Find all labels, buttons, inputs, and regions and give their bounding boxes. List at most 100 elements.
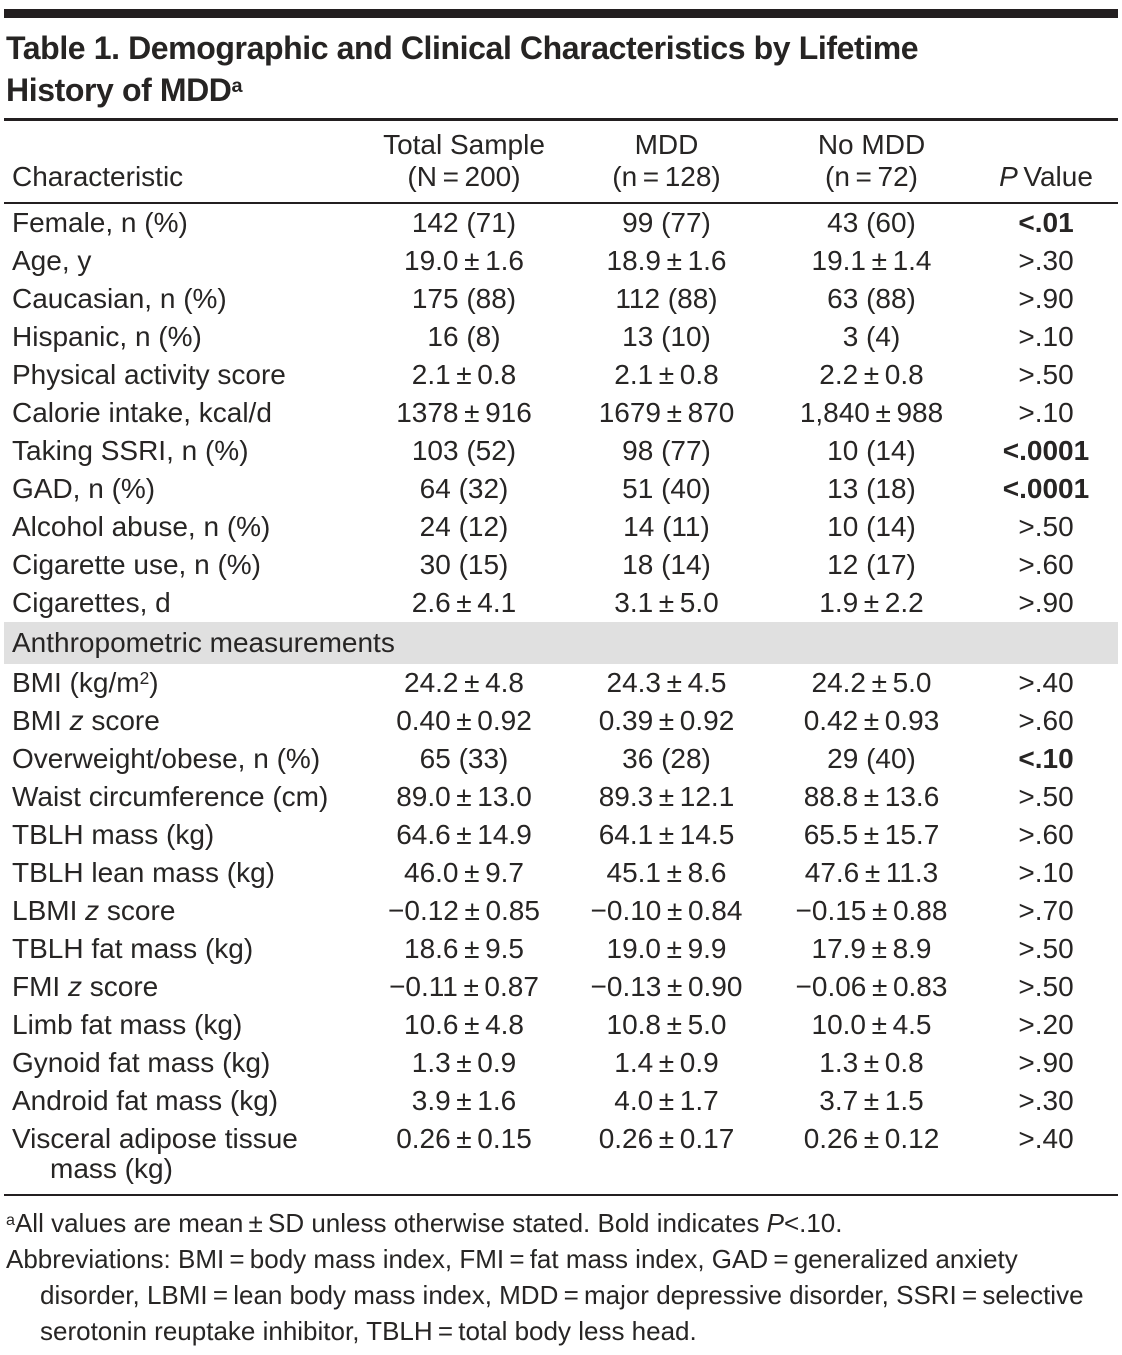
p-value: >.10 bbox=[1018, 857, 1074, 888]
row-label: TBLH mass (kg) bbox=[12, 819, 215, 850]
col-header-characteristic: Characteristic bbox=[4, 121, 364, 204]
footnote-abbreviations: Abbreviations: BMI = body mass index, FM… bbox=[6, 1244, 1084, 1346]
p-value: >.30 bbox=[1018, 245, 1074, 276]
table-row: Limb fat mass (kg) 10.6 ± 4.8 10.8 ± 5.0 10… bbox=[4, 1006, 1118, 1044]
row-value: 24.2 ± 5.0 bbox=[811, 667, 932, 698]
p-value: >.50 bbox=[1018, 971, 1074, 1002]
row-label: BMI z score bbox=[12, 705, 160, 736]
row-value: 47.6 ± 11.3 bbox=[804, 857, 939, 888]
table-row: GAD, n (%) 64 (32) 51 (40) 13 (18) <.0001 bbox=[4, 470, 1118, 508]
row-value: 63 (88) bbox=[827, 283, 916, 314]
col-header-total-sample: Total Sample (N = 200) bbox=[364, 121, 564, 204]
p-value: >.50 bbox=[1018, 359, 1074, 390]
row-value: 64.1 ± 14.5 bbox=[598, 819, 735, 850]
row-value: 46.0 ± 9.7 bbox=[404, 857, 524, 888]
col-header-no-mdd: No MDD (n = 72) bbox=[769, 121, 974, 204]
row-value: 112 (88) bbox=[615, 283, 718, 314]
table-row: Age, y 19.0 ± 1.6 18.9 ± 1.6 19.1 ± 1.4 >.30 bbox=[4, 242, 1118, 280]
row-value: 99 (77) bbox=[622, 207, 711, 238]
footnotes: aAll values are mean ± SD unless otherwi… bbox=[4, 1194, 1118, 1355]
row-value: 98 (77) bbox=[622, 435, 711, 466]
row-value: 1679 ± 870 bbox=[598, 397, 735, 428]
row-value: −0.12 ± 0.85 bbox=[388, 895, 540, 926]
footnote-a: aAll values are mean ± SD unless otherwi… bbox=[6, 1208, 843, 1238]
row-label: Age, y bbox=[12, 245, 92, 276]
table-row: Taking SSRI, n (%) 103 (52) 98 (77) 10 (14)… bbox=[4, 432, 1118, 470]
row-value: 51 (40) bbox=[622, 473, 711, 504]
table-row: Visceral adipose tissue mass (kg) 0.26 ± … bbox=[4, 1120, 1118, 1188]
row-label: Physical activity score bbox=[12, 359, 286, 390]
p-value: >.20 bbox=[1018, 1009, 1074, 1040]
table-row: BMI z score 0.40 ± 0.92 0.39 ± 0.92 0.42 ± … bbox=[4, 702, 1118, 740]
col-header-line: MDD bbox=[634, 129, 699, 160]
row-label: Overweight/obese, n (%) bbox=[12, 743, 321, 774]
row-label: TBLH fat mass (kg) bbox=[12, 933, 254, 964]
p-value: >.90 bbox=[1018, 283, 1074, 314]
table-row: Female, n (%) 142 (71) 99 (77) 43 (60) <.01 bbox=[4, 203, 1118, 242]
p-value: <.10 bbox=[1018, 743, 1074, 774]
header-row: Characteristic Total Sample (N = 200) MD… bbox=[4, 121, 1118, 204]
title-rule bbox=[4, 118, 1118, 121]
row-value: 2.1 ± 0.8 bbox=[411, 359, 517, 390]
row-value: 10 (14) bbox=[827, 511, 916, 542]
row-value: 0.39 ± 0.92 bbox=[598, 705, 735, 736]
row-value: 2.1 ± 0.8 bbox=[614, 359, 719, 390]
row-label: Visceral adipose tissue mass (kg) bbox=[12, 1123, 298, 1184]
table-row: TBLH mass (kg) 64.6 ± 14.9 64.1 ± 14.5 65.5… bbox=[4, 816, 1118, 854]
row-value: 14 (11) bbox=[623, 511, 710, 542]
row-value: 18.9 ± 1.6 bbox=[606, 245, 727, 276]
row-label: LBMI z score bbox=[12, 895, 176, 926]
row-value: 30 (15) bbox=[419, 549, 509, 580]
top-rule bbox=[4, 9, 1118, 18]
p-value: >.60 bbox=[1018, 705, 1074, 736]
row-value: 64.6 ± 14.9 bbox=[396, 819, 532, 850]
row-label: Cigarettes, d bbox=[12, 587, 171, 618]
col-header-line: Total Sample bbox=[383, 129, 545, 160]
row-label: Taking SSRI, n (%) bbox=[12, 435, 249, 466]
col-header-line: Characteristic bbox=[12, 161, 184, 192]
row-value: 3.7 ± 1.5 bbox=[819, 1085, 924, 1116]
row-value: −0.10 ± 0.84 bbox=[590, 895, 743, 926]
table-row: TBLH lean mass (kg) 46.0 ± 9.7 45.1 ± 8.6 4… bbox=[4, 854, 1118, 892]
p-value: <.01 bbox=[1018, 207, 1074, 238]
table-row: Caucasian, n (%) 175 (88) 112 (88) 63 (88) >… bbox=[4, 280, 1118, 318]
table-row: BMI (kg/m2) 24.2 ± 4.8 24.3 ± 4.5 24.2 ± 5.… bbox=[4, 664, 1118, 702]
section-row: Anthropometric measurements bbox=[4, 622, 1118, 664]
row-value: 65.5 ± 15.7 bbox=[803, 819, 940, 850]
table-header: Characteristic Total Sample (N = 200) MD… bbox=[4, 121, 1118, 204]
col-header-line: (n = 72) bbox=[825, 161, 918, 192]
row-label: Calorie intake, kcal/d bbox=[12, 397, 272, 428]
table-row: Physical activity score 2.1 ± 0.8 2.1 ± 0.… bbox=[4, 356, 1118, 394]
table-row: Android fat mass (kg) 3.9 ± 1.6 4.0 ± 1.7 3… bbox=[4, 1082, 1118, 1120]
row-value: 24.3 ± 4.5 bbox=[606, 667, 727, 698]
row-value: −0.13 ± 0.90 bbox=[590, 971, 743, 1002]
col-header-line: P Value bbox=[999, 161, 1093, 192]
row-value: 2.6 ± 4.1 bbox=[411, 587, 517, 618]
row-value: −0.06 ± 0.83 bbox=[795, 971, 948, 1002]
section-label: Anthropometric measurements bbox=[4, 622, 1118, 664]
row-label: Gynoid fat mass (kg) bbox=[12, 1047, 271, 1078]
row-value: 10.8 ± 5.0 bbox=[606, 1009, 727, 1040]
table-row: Hispanic, n (%) 16 (8) 13 (10) 3 (4) >.10 bbox=[4, 318, 1118, 356]
characteristics-table: Characteristic Total Sample (N = 200) MD… bbox=[4, 121, 1118, 1188]
row-label: Hispanic, n (%) bbox=[12, 321, 202, 352]
row-value: 3.1 ± 5.0 bbox=[614, 587, 719, 618]
p-value: >.90 bbox=[1018, 1047, 1074, 1078]
row-value: 0.26 ± 0.17 bbox=[598, 1123, 735, 1154]
p-value: >.50 bbox=[1018, 511, 1074, 542]
table-row: LBMI z score −0.12 ± 0.85 −0.10 ± 0.84 −0.1… bbox=[4, 892, 1118, 930]
row-value: 10.0 ± 4.5 bbox=[811, 1009, 932, 1040]
row-label: BMI (kg/m2) bbox=[12, 667, 159, 698]
row-value: 18.6 ± 9.5 bbox=[404, 933, 524, 964]
row-value: 89.0 ± 13.0 bbox=[396, 781, 532, 812]
table-title: Table 1. Demographic and Clinical Charac… bbox=[6, 30, 919, 108]
p-value: >.60 bbox=[1018, 549, 1074, 580]
col-header-mdd: MDD (n = 128) bbox=[564, 121, 769, 204]
table-row: TBLH fat mass (kg) 18.6 ± 9.5 19.0 ± 9.9 17… bbox=[4, 930, 1118, 968]
row-value: 142 (71) bbox=[411, 207, 517, 238]
table-row: Overweight/obese, n (%) 65 (33) 36 (28) 29 … bbox=[4, 740, 1118, 778]
row-value: 89.3 ± 12.1 bbox=[598, 781, 735, 812]
p-value: <.0001 bbox=[1002, 435, 1090, 466]
table-row: Cigarettes, d 2.6 ± 4.1 3.1 ± 5.0 1.9 ± 2.2… bbox=[4, 584, 1118, 622]
row-value: 0.40 ± 0.92 bbox=[396, 705, 532, 736]
